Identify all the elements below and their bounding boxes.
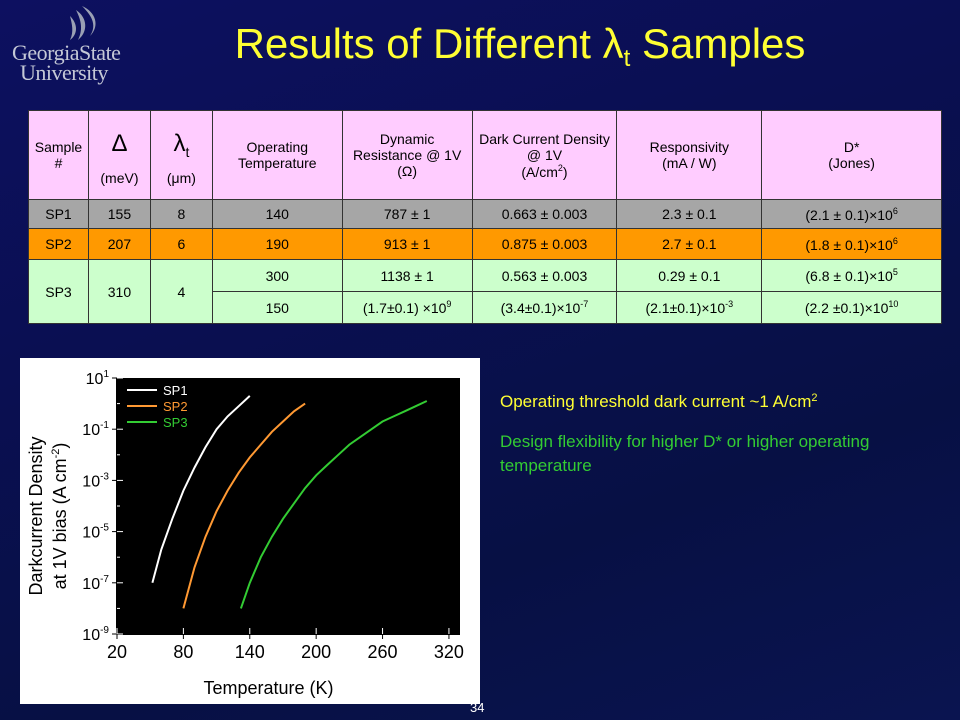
cell-sample: SP2 [28,228,89,260]
header-lambda: λt (μm) [149,110,213,200]
cell-lambda: 8 [149,199,213,229]
cell-sample: SP3 [28,259,89,324]
header-dark-current: Dark Current Density @ 1V (A/cm2) [471,110,618,200]
header-dyn-res: Dynamic Resistance @ 1V (Ω) [341,110,473,200]
cell-resp: 2.7 ± 0.1 [616,228,763,260]
cell-dark: 0.663 ± 0.003 [471,199,618,229]
plot-area [117,378,460,634]
cell-res: 787 ± 1 [341,199,473,229]
y-axis-label-line1: Darkcurrent Density [26,436,46,595]
header-delta: Δ (meV) [87,110,151,200]
cell-resp: 2.3 ± 0.1 [616,199,763,229]
page-number: 34 [470,700,485,715]
logo-line1: GeorgiaState [12,40,121,65]
legend-label-sp2: SP2 [163,399,188,414]
cell-temp: 150 [211,291,343,324]
results-table: Sample # Δ (meV) λt (μm) Operating Tempe… [28,110,942,324]
legend-label-sp1: SP1 [163,383,188,398]
legend-label-sp3: SP3 [163,415,188,430]
series-line-sp3 [239,400,428,609]
cell-res: (1.7±0.1) ×109 [341,291,473,324]
note-design: Design flexibility for higher D* or high… [500,432,870,475]
cell-dstar: (6.8 ± 0.1)×105 [761,259,942,292]
x-tick-label: 20 [107,642,127,662]
y-tick-label: 101 [86,369,110,388]
y-axis-label-line2: at 1V bias (A cm-2) [50,443,70,590]
cell-temp: 140 [211,199,343,229]
cell-dstar: (2.1 ± 0.1)×106 [761,199,942,229]
y-tick-label: 10-1 [82,420,109,439]
series-line-sp2 [182,402,306,609]
cell-dark: (3.4±0.1)×10-7 [471,291,618,324]
dark-current-chart: 101 10-1 10-3 10-5 10-7 10-920 80 140 200 260 320 T… [26,369,464,698]
table-row: SP1 155 8 140 787 ± 1 0.663 ± 0.003 2.3 … [28,199,942,229]
cell-res: 1138 ± 1 [341,259,473,292]
x-tick-label: 200 [301,642,331,662]
table-row: 150 (1.7±0.1) ×109 (3.4±0.1)×10-7 (2.1±0… [29,291,942,324]
y-tick-label: 10-9 [82,625,109,644]
header-responsivity: Responsivity (mA / W) [616,110,763,200]
cell-dark: 0.875 ± 0.003 [471,228,618,260]
cell-dark: 0.563 ± 0.003 [471,259,618,292]
page-title: Results of Different λt Samples [234,20,806,72]
cell-dstar: (2.2 ±0.1)×1010 [761,291,942,324]
table-row: SP2 207 6 190 913 ± 1 0.875 ± 0.003 2.7 … [28,228,942,260]
x-tick-label: 140 [235,642,265,662]
note-threshold: Operating threshold dark current ~1 A/cm… [500,392,818,411]
cell-lambda: 6 [149,228,213,260]
x-tick-label: 260 [368,642,398,662]
header-sample: Sample # [28,110,89,200]
chart-container: 101 10-1 10-3 10-5 10-7 10-9 20 80 140 200 260 320 T… [20,358,480,704]
cell-sample: SP1 [28,199,89,229]
series-line-sp1 [151,395,251,584]
cell-temp: 190 [211,228,343,260]
cell-resp: 0.29 ± 0.1 [616,259,763,292]
x-axis-label: Temperature (K) [203,678,333,698]
y-tick-label: 10-3 [82,471,109,490]
cell-res: 913 ± 1 [341,228,473,260]
cell-delta: 207 [87,228,151,260]
cell-temp: 300 [211,259,343,292]
table-row: SP3 310 4 300 1138 ± 1 0.563 ± 0.003 0.2… [28,259,942,324]
cell-delta: 155 [87,199,151,229]
header-op-temp: Operating Temperature [211,110,343,200]
logo-line2: University [20,60,108,85]
flame-icon [70,6,96,40]
cell-delta: 310 [87,259,151,324]
y-tick-label: 10-5 [82,523,109,542]
cell-lambda: 4 [149,259,213,324]
cell-resp: (2.1±0.1)×10-3 [616,291,763,324]
y-tick-label: 10-7 [82,574,109,593]
cell-dstar: (1.8 ± 0.1)×106 [761,228,942,260]
table-header-row: Sample # Δ (meV) λt (μm) Operating Tempe… [28,110,942,200]
x-tick-label: 80 [173,642,193,662]
header-dstar: D* (Jones) [761,110,942,200]
x-tick-label: 320 [434,642,464,662]
gsu-logo: GeorgiaState University [4,2,121,86]
